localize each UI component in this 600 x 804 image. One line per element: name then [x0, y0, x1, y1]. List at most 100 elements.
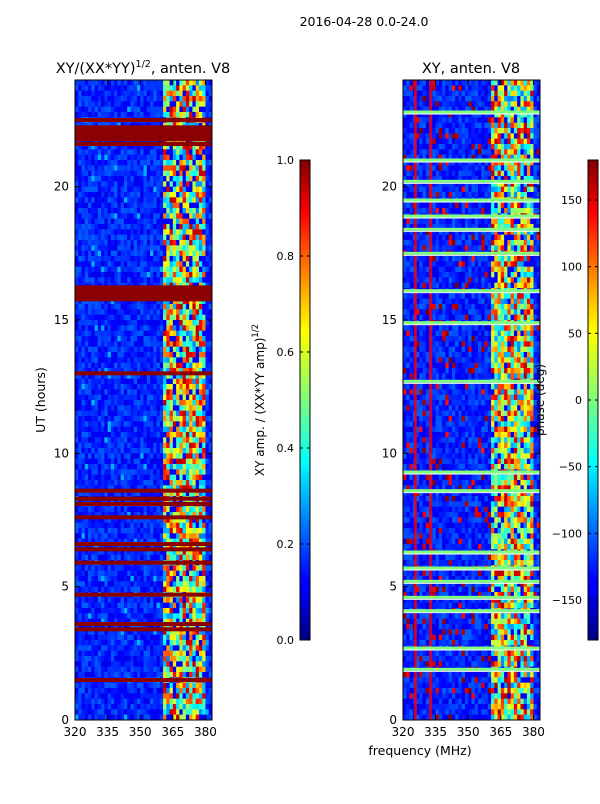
heatmap-cell [117, 490, 121, 497]
heatmap-cell [179, 394, 183, 401]
heatmap-cell [91, 218, 95, 225]
heatmap-cell [117, 112, 121, 118]
heatmap-cell [123, 165, 128, 171]
heatmap-cell [84, 112, 89, 118]
heatmap-cell [114, 298, 118, 305]
heatmap-cell [81, 96, 86, 102]
heatmap-cell [192, 176, 196, 182]
heatmap-cell [130, 490, 135, 497]
heatmap-cell [156, 549, 161, 555]
heatmap-cell [159, 234, 164, 241]
heatmap-cell [205, 314, 210, 321]
heatmap-cell [78, 224, 82, 230]
heatmap-cell [189, 170, 193, 177]
heatmap-cell [198, 352, 203, 358]
heatmap-cell [172, 330, 177, 337]
heatmap-cell [208, 325, 212, 331]
heatmap-cell [192, 640, 196, 646]
heatmap-cell [182, 693, 187, 699]
heatmap-cell [94, 618, 99, 625]
heatmap-cell [104, 442, 108, 449]
heatmap-cell [78, 570, 82, 577]
heatmap-cell [156, 90, 161, 97]
heatmap-cell [166, 437, 170, 443]
heatmap-cell [114, 464, 118, 470]
heatmap-cell [159, 416, 164, 422]
heatmap-cell [88, 373, 92, 379]
heatmap-cell [143, 240, 148, 246]
heatmap-cell [75, 656, 79, 662]
heatmap-cell [143, 544, 148, 550]
heatmap-cell [198, 421, 203, 427]
heatmap-cell [123, 160, 128, 166]
heatmap-cell [94, 96, 99, 102]
heatmap-cell [153, 533, 157, 539]
heatmap-cell [192, 453, 196, 459]
heatmap-cell [195, 693, 200, 699]
heatmap-cell [205, 90, 210, 97]
heatmap-cell [107, 416, 112, 422]
heatmap-cell [179, 314, 183, 321]
heatmap-cell [136, 570, 141, 577]
heatmap-cell [143, 448, 148, 454]
heatmap-cell [198, 389, 203, 395]
heatmap-cell [166, 602, 170, 609]
heatmap-cell [120, 608, 125, 614]
heatmap-cell [166, 208, 170, 214]
heatmap-cell [104, 224, 108, 230]
heatmap-cell [146, 570, 151, 577]
heatmap-cell [91, 581, 95, 587]
heatmap-cell [75, 245, 79, 251]
heatmap-cell [185, 618, 190, 625]
heatmap-cell [97, 698, 102, 705]
heatmap-cell [169, 362, 174, 369]
heatmap-cell [159, 330, 164, 337]
heatmap-cell [182, 106, 187, 113]
heatmap-cell [107, 533, 112, 539]
heatmap-cell [143, 709, 148, 715]
heatmap-cell [159, 576, 164, 582]
heatmap-cell [172, 373, 177, 379]
heatmap-cell [176, 341, 180, 347]
heatmap-cell [110, 704, 115, 710]
heatmap-cell [104, 277, 108, 283]
heatmap-cell [75, 330, 79, 337]
heatmap-cell [189, 464, 193, 470]
heatmap-cell [91, 346, 95, 353]
heatmap-cell [117, 170, 121, 177]
heatmap-cell [205, 336, 210, 342]
heatmap-cell [166, 224, 170, 230]
heatmap-cell [75, 474, 79, 481]
heatmap-cell [205, 480, 210, 486]
heatmap-cell [84, 96, 89, 102]
heatmap-cell [107, 330, 112, 337]
heatmap-cell [133, 586, 138, 593]
heatmap-cell [172, 421, 177, 427]
heatmap-cell [75, 512, 79, 518]
heatmap-cell [130, 394, 135, 401]
heatmap-cell [166, 608, 170, 614]
heatmap-cell [185, 682, 190, 689]
heatmap-cell [84, 538, 89, 545]
heatmap-cell [179, 437, 183, 443]
heatmap-cell [153, 330, 157, 337]
heatmap-cell [91, 661, 95, 667]
heatmap-cell [107, 656, 112, 662]
heatmap-cell [185, 709, 190, 715]
heatmap-cell [104, 618, 108, 625]
heatmap-cell [88, 464, 92, 470]
heatmap-cell [185, 346, 190, 353]
heatmap-cell [101, 576, 105, 582]
heatmap-cell [133, 80, 138, 86]
heatmap-cell [88, 442, 92, 449]
heatmap-cell [205, 208, 210, 214]
heatmap-cell [195, 645, 200, 651]
heatmap-cell [91, 650, 95, 657]
heatmap-cell [133, 661, 138, 667]
heatmap-cell [208, 506, 212, 513]
heatmap-cell [202, 565, 206, 571]
heatmap-cell [166, 453, 170, 459]
heatmap-cell [156, 565, 161, 571]
heatmap-cell [156, 96, 161, 102]
heatmap-cell [84, 517, 89, 523]
